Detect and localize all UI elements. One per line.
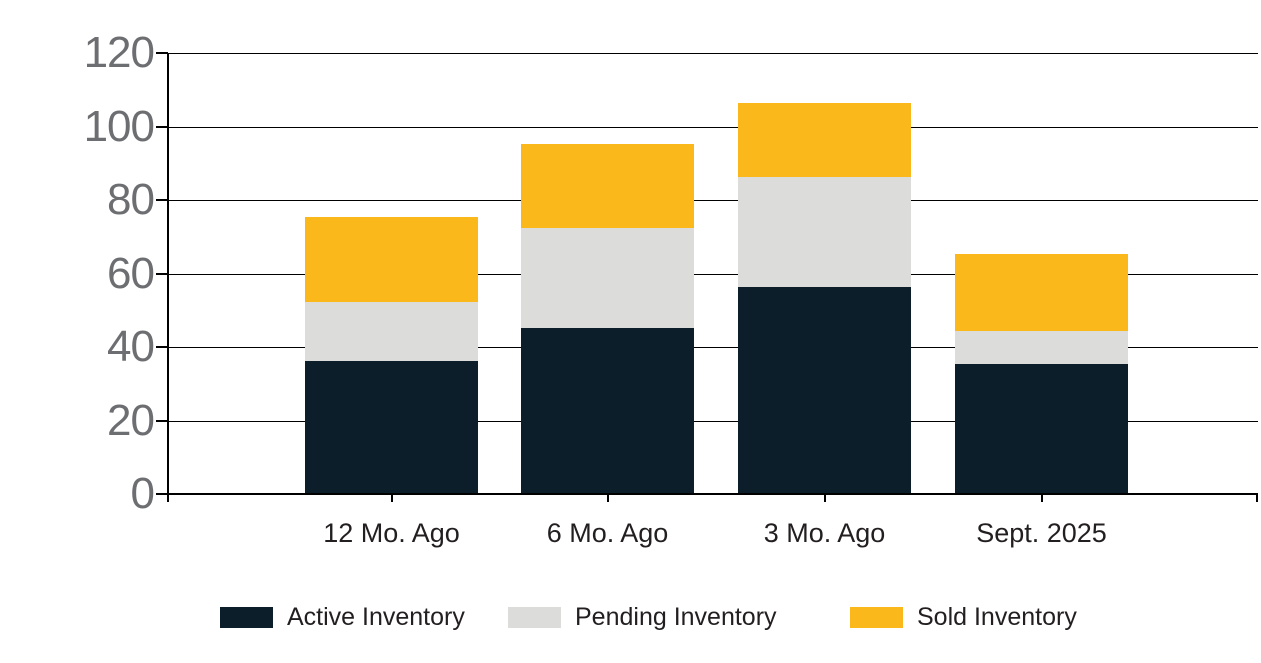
x-axis-tick-6-mo-ago	[606, 494, 609, 502]
legend-item-active-inventory: Active Inventory	[220, 602, 465, 632]
bar-12-mo-ago	[305, 217, 478, 493]
y-axis-tick-label: 0	[130, 469, 155, 518]
legend-label: Pending Inventory	[575, 603, 777, 631]
bar-3-mo-ago	[738, 103, 911, 493]
bar-segment-sold-inventory	[955, 254, 1128, 332]
legend-swatch-sold-inventory	[850, 606, 903, 628]
x-axis-label-12-mo-ago: 12 Mo. Ago	[323, 518, 460, 548]
bar-segment-sold-inventory	[521, 143, 694, 229]
bar-segment-pending-inventory	[738, 176, 911, 288]
x-axis-end-tick	[1256, 494, 1258, 502]
y-axis-tick-label: 40	[107, 322, 155, 371]
bar-sept-2025	[955, 254, 1128, 493]
bar-segment-sold-inventory	[305, 217, 478, 302]
bar-segment-pending-inventory	[955, 331, 1128, 365]
bar-segment-active-inventory	[738, 287, 911, 493]
x-axis-label-6-mo-ago: 6 Mo. Ago	[546, 518, 669, 548]
legend-item-sold-inventory: Sold Inventory	[850, 602, 1077, 632]
legend-label: Sold Inventory	[917, 603, 1077, 631]
gridline-80	[168, 200, 1258, 201]
y-axis-tick-label: 80	[107, 175, 155, 224]
legend-label: Active Inventory	[287, 603, 465, 631]
bar-segment-active-inventory	[955, 364, 1128, 493]
x-axis-label-sept-2025: Sept. 2025	[976, 518, 1107, 548]
legend-item-pending-inventory: Pending Inventory	[508, 602, 777, 632]
legend-swatch-active-inventory	[220, 606, 273, 628]
bar-segment-pending-inventory	[305, 301, 478, 361]
y-axis-tick-80	[156, 199, 168, 201]
bar-segment-active-inventory	[521, 327, 694, 493]
legend-swatch-pending-inventory	[508, 606, 561, 628]
y-axis-tick-60	[156, 273, 168, 275]
legend: Active Inventory Pending Inventory Sold In…	[0, 600, 1261, 640]
bar-segment-pending-inventory	[521, 228, 694, 328]
gridline-100	[168, 127, 1258, 128]
y-axis-tick-120	[156, 52, 168, 54]
bar-segment-active-inventory	[305, 360, 478, 493]
bar-segment-sold-inventory	[738, 103, 911, 177]
y-axis-tick-label: 60	[107, 249, 155, 298]
y-axis-tick-label: 100	[83, 102, 155, 151]
y-axis-tick-20	[156, 420, 168, 422]
gridline-20	[168, 421, 1258, 422]
y-axis-tick-label: 20	[107, 396, 155, 445]
x-axis-label-3-mo-ago: 3 Mo. Ago	[763, 518, 886, 548]
y-axis-tick-label: 120	[83, 28, 155, 77]
gridline-120	[168, 53, 1258, 54]
x-axis-line	[156, 493, 1258, 495]
bar-6-mo-ago	[521, 143, 694, 493]
y-axis-tick-100	[156, 126, 168, 128]
y-axis-line	[167, 53, 169, 502]
x-axis-tick-sept-2025	[1040, 494, 1043, 502]
gridline-40	[168, 347, 1258, 348]
x-axis-tick-3-mo-ago	[823, 494, 826, 502]
x-axis-tick-12-mo-ago	[390, 494, 393, 502]
y-axis-tick-40	[156, 346, 168, 348]
gridline-60	[168, 274, 1258, 275]
